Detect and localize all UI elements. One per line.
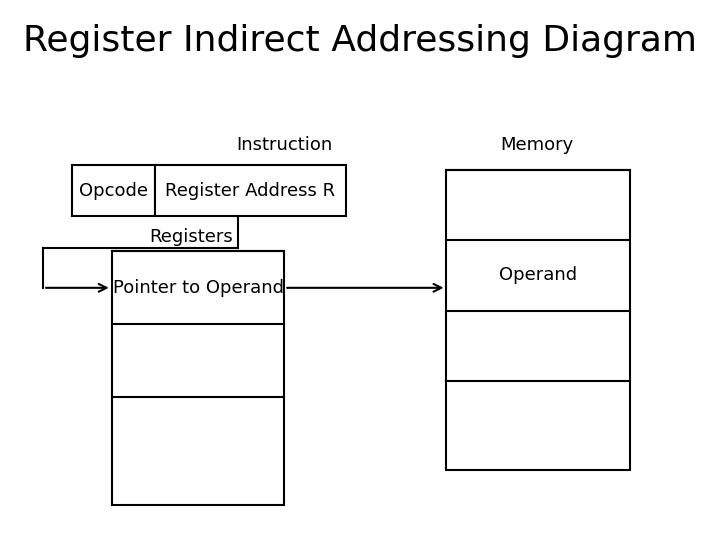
FancyBboxPatch shape [112, 251, 284, 505]
FancyBboxPatch shape [155, 165, 346, 216]
Text: Register Address R: Register Address R [165, 181, 336, 200]
Text: Registers: Registers [149, 228, 233, 246]
FancyBboxPatch shape [72, 165, 155, 216]
Text: Pointer to Operand: Pointer to Operand [112, 279, 284, 297]
FancyBboxPatch shape [446, 170, 630, 470]
Text: Memory: Memory [500, 136, 573, 154]
Text: Instruction: Instruction [236, 136, 333, 154]
Text: Register Indirect Addressing Diagram: Register Indirect Addressing Diagram [23, 24, 697, 58]
Text: Opcode: Opcode [79, 181, 148, 200]
Text: Operand: Operand [499, 266, 577, 285]
